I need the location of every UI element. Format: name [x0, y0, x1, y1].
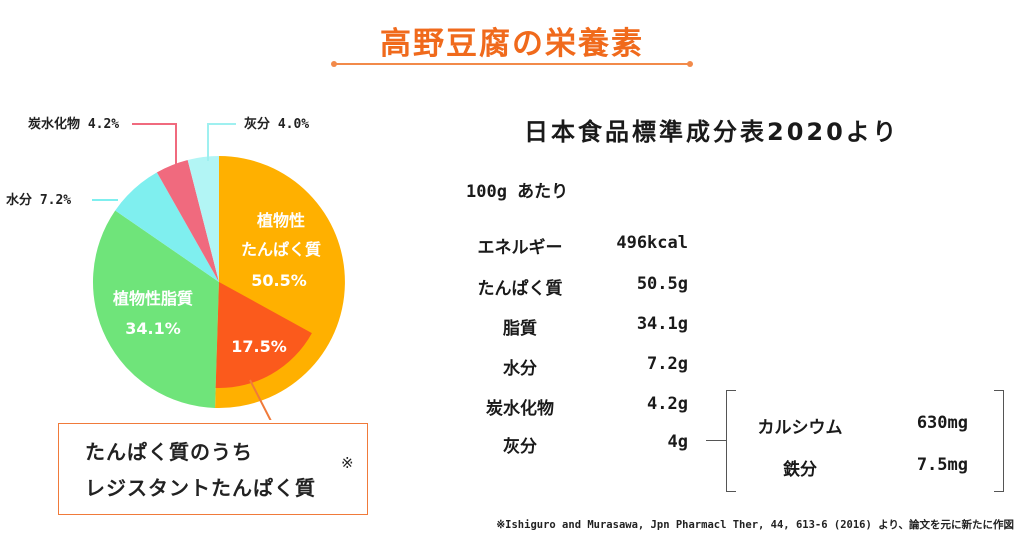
label-plant-protein-line2: たんぱく質	[241, 240, 321, 259]
callout-line-1: たんぱく質のうち	[85, 440, 253, 464]
label-ash: 灰分 4.0%	[244, 116, 309, 132]
slice-water	[115, 172, 219, 282]
mineral-value-calcium: 630mg	[916, 413, 968, 433]
row-label-energy: エネルギー	[477, 238, 563, 258]
resistant-protein-leader	[249, 379, 272, 420]
resistant-protein-callout: たんぱく質のうち レジスタントたんぱく質 ※	[58, 423, 368, 515]
slice-ash	[187, 156, 219, 282]
label-plant-protein-line1: 植物性	[256, 211, 305, 230]
label-plant-protein-percent: 50.5%	[251, 271, 307, 290]
row-value-fat: 34.1g	[636, 314, 688, 334]
label-water: 水分 7.2%	[6, 192, 71, 208]
title-underline	[331, 61, 693, 67]
row-value-ash: 4g	[667, 432, 688, 452]
row-value-carbohydrate: 4.2g	[647, 394, 688, 414]
ash-bracket-connector	[706, 440, 726, 441]
minerals-bracket	[726, 390, 1004, 492]
source-citation: ※Ishiguro and Murasawa, Jpn Pharmacl The…	[496, 519, 1014, 531]
row-label-protein: たんぱく質	[477, 279, 563, 299]
mineral-value-iron: 7.5mg	[916, 455, 968, 475]
mineral-label-iron: 鉄分	[783, 460, 817, 480]
row-value-energy: 496kcal	[616, 233, 688, 253]
label-ash-leader	[207, 123, 236, 161]
slice-resistant-protein	[215, 282, 312, 389]
row-label-ash: 灰分	[503, 437, 537, 457]
callout-line-2: レジスタントたんぱく質	[85, 476, 316, 500]
slice-plant-fat	[92, 210, 219, 408]
label-carbohydrate-leader	[132, 123, 177, 164]
per-unit-label: 100g あたり	[466, 182, 569, 202]
page-title: 高野豆腐の栄養素	[380, 26, 644, 62]
row-value-protein: 50.5g	[636, 274, 688, 294]
callout-note-mark: ※	[341, 454, 354, 472]
label-plant-fat-percent: 34.1%	[125, 319, 181, 338]
row-label-water: 水分	[503, 359, 537, 379]
label-carbohydrate: 炭水化物 4.2%	[28, 116, 119, 132]
row-label-fat: 脂質	[503, 319, 537, 339]
row-label-carbohydrate: 炭水化物	[486, 399, 554, 419]
slice-carbohydrate	[156, 159, 219, 282]
row-value-water: 7.2g	[647, 354, 688, 374]
label-resistant-protein-percent: 17.5%	[231, 337, 287, 356]
label-plant-fat-name: 植物性脂質	[112, 289, 193, 308]
table-title: 日本食品標準成分表2020より	[524, 118, 900, 146]
mineral-label-calcium: カルシウム	[757, 418, 843, 438]
